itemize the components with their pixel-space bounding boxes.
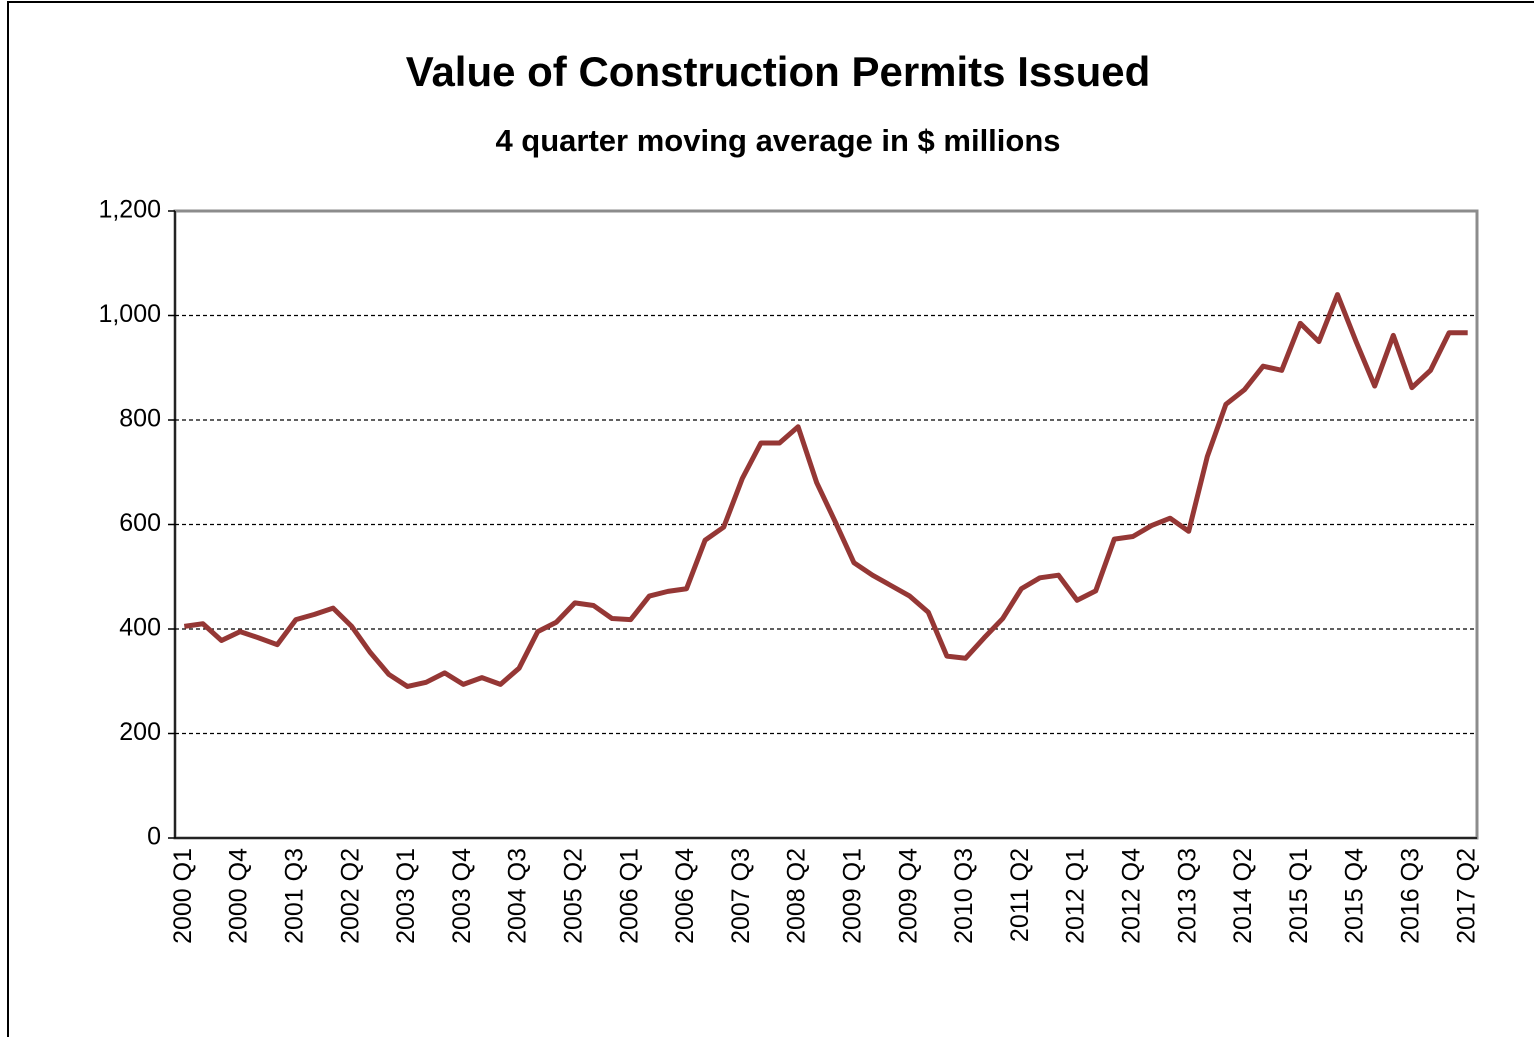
x-tick-label: 2008 Q2 [783,848,811,944]
chart-title: Value of Construction Permits Issued [406,48,1151,95]
line-series [183,292,1468,689]
x-tick-label: 2000 Q1 [169,848,197,944]
x-tick-label: 2017 Q2 [1452,848,1480,944]
x-tick-label: 2000 Q4 [225,848,253,944]
y-tick-label: 0 [147,823,161,851]
x-tick-label: 2011 Q2 [1006,848,1034,942]
x-tick-label: 2006 Q4 [671,848,699,944]
x-tick-label: 2007 Q3 [727,848,755,944]
x-tick-label: 2005 Q2 [560,848,588,944]
y-tick-label: 1,000 [98,300,161,328]
x-tick-label: 2002 Q2 [336,848,364,944]
x-tick-label: 2012 Q1 [1062,848,1090,944]
x-tick-label: 2003 Q4 [448,848,476,944]
y-tick-label: 200 [119,718,161,746]
x-tick-label: 2013 Q3 [1173,848,1201,944]
y-tick-label: 400 [119,614,161,642]
y-tick-label: 800 [119,405,161,433]
y-tick-label: 1,200 [98,196,161,224]
x-tick-label: 2015 Q1 [1285,848,1313,944]
chart-subtitle: 4 quarter moving average in $ millions [495,123,1060,158]
x-tick-label: 2009 Q1 [839,848,867,944]
x-tick-label: 2010 Q3 [950,848,978,944]
frame [7,1,1534,1037]
x-tick-label: 2003 Q1 [392,848,420,944]
x-tick-label: 2014 Q2 [1229,848,1257,944]
x-tick-label: 2012 Q4 [1118,848,1146,944]
y-tick-label: 600 [119,509,161,537]
x-tick-label: 2015 Q4 [1341,848,1369,944]
x-tick-label: 2001 Q3 [281,848,309,944]
x-tick-label: 2016 Q3 [1397,848,1425,944]
x-tick-label: 2009 Q4 [894,848,922,944]
x-tick-label: 2004 Q3 [504,848,532,944]
x-tick-label: 2006 Q1 [615,848,643,944]
